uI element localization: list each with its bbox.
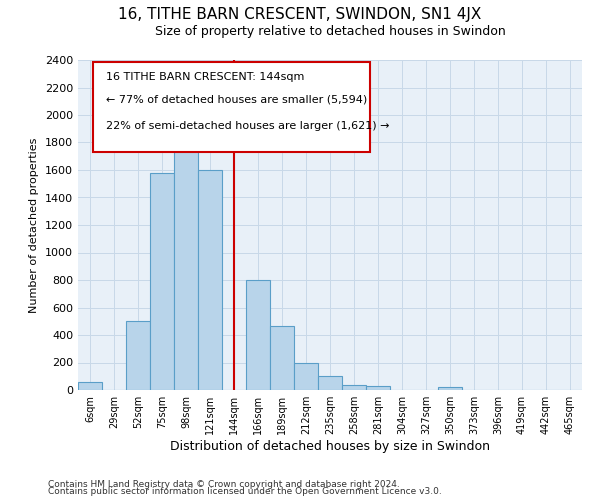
Bar bbox=[342, 384, 366, 390]
Bar bbox=[270, 326, 294, 390]
Bar bbox=[366, 386, 390, 390]
Bar bbox=[294, 363, 318, 390]
Bar bbox=[150, 173, 174, 390]
Text: Contains HM Land Registry data © Crown copyright and database right 2024.: Contains HM Land Registry data © Crown c… bbox=[48, 480, 400, 489]
Bar bbox=[318, 376, 342, 390]
Text: 22% of semi-detached houses are larger (1,621) →: 22% of semi-detached houses are larger (… bbox=[106, 121, 389, 131]
Text: 16 TITHE BARN CRESCENT: 144sqm: 16 TITHE BARN CRESCENT: 144sqm bbox=[106, 72, 304, 82]
FancyBboxPatch shape bbox=[93, 62, 370, 152]
Text: 16, TITHE BARN CRESCENT, SWINDON, SN1 4JX: 16, TITHE BARN CRESCENT, SWINDON, SN1 4J… bbox=[118, 8, 482, 22]
Text: ← 77% of detached houses are smaller (5,594): ← 77% of detached houses are smaller (5,… bbox=[106, 94, 367, 104]
Bar bbox=[126, 322, 150, 390]
Text: Contains public sector information licensed under the Open Government Licence v3: Contains public sector information licen… bbox=[48, 488, 442, 496]
Bar bbox=[198, 170, 222, 390]
Bar bbox=[174, 122, 198, 390]
Title: Size of property relative to detached houses in Swindon: Size of property relative to detached ho… bbox=[155, 25, 505, 38]
Bar bbox=[438, 387, 462, 390]
Y-axis label: Number of detached properties: Number of detached properties bbox=[29, 138, 40, 312]
Bar bbox=[78, 382, 102, 390]
X-axis label: Distribution of detached houses by size in Swindon: Distribution of detached houses by size … bbox=[170, 440, 490, 453]
Bar bbox=[246, 280, 270, 390]
